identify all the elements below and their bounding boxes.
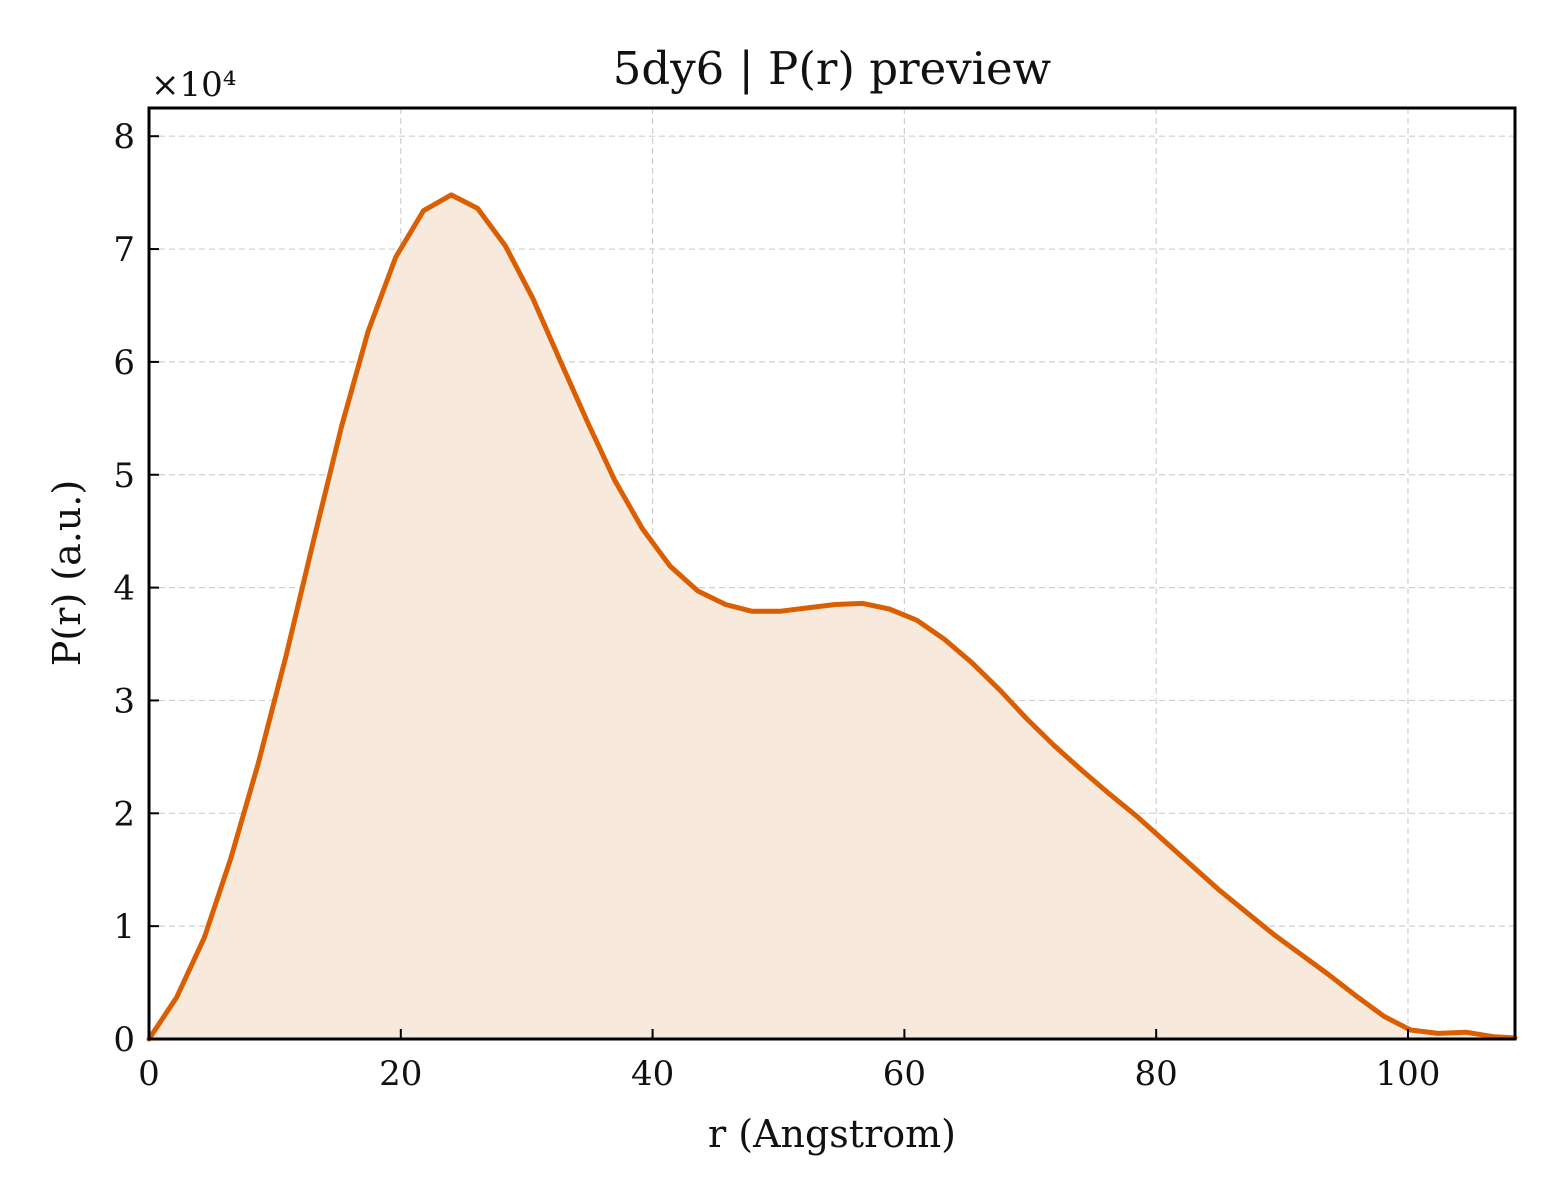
y-tick-label: 1: [113, 907, 135, 947]
x-tick-label: 80: [1135, 1054, 1178, 1094]
y-tick-label: 6: [113, 343, 135, 383]
x-tick-label: 0: [138, 1054, 160, 1094]
x-axis-label: r (Angstrom): [708, 1112, 956, 1156]
y-axis-label: P(r) (a.u.): [45, 480, 89, 666]
area-fill: [149, 194, 1515, 1039]
y-multiplier: ×10⁴: [151, 65, 236, 105]
y-tick-label: 8: [113, 117, 135, 157]
x-tick-label: 20: [379, 1054, 422, 1094]
chart-title: 5dy6 | P(r) preview: [613, 42, 1051, 95]
y-tick-label: 4: [113, 569, 135, 609]
y-tick-label: 0: [113, 1020, 135, 1060]
ticks: 0 20 40 60 80 100 0 1 2 3 4 5 6 7 8: [113, 117, 1440, 1094]
x-tick-label: 100: [1376, 1054, 1441, 1094]
y-tick-label: 7: [113, 230, 135, 270]
series-line: [146, 192, 1518, 1042]
plot-frame: [147, 106, 1517, 1041]
x-tick-label: 40: [631, 1054, 674, 1094]
y-tick-label: 5: [113, 456, 135, 496]
y-tick-label: 3: [113, 681, 135, 721]
x-tick-label: 60: [883, 1054, 926, 1094]
y-tick-label: 2: [113, 794, 135, 834]
